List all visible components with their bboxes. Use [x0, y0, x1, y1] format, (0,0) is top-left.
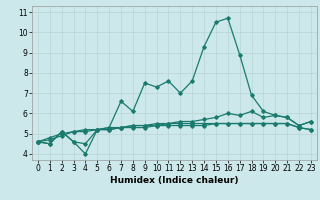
- X-axis label: Humidex (Indice chaleur): Humidex (Indice chaleur): [110, 176, 239, 185]
